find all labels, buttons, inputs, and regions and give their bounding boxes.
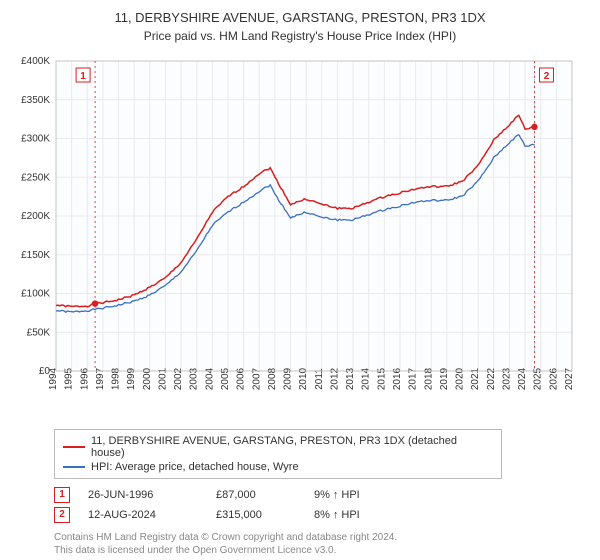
up-arrow-icon: ↑ <box>333 489 339 501</box>
marker-price-2: £315,000 <box>216 509 296 521</box>
marker-hpi-1: 9% ↑ HPI <box>314 489 394 501</box>
chart-area: £0£50K£100K£150K£200K£250K£300K£350K£400… <box>12 51 588 421</box>
legend-label-hpi: HPI: Average price, detached house, Wyre <box>91 461 299 473</box>
up-arrow-icon: ↑ <box>333 509 339 521</box>
legend-box: 11, DERBYSHIRE AVENUE, GARSTANG, PRESTON… <box>54 429 502 479</box>
marker-badge-2: 2 <box>54 507 70 523</box>
marker-hpi-2: 8% ↑ HPI <box>314 509 394 521</box>
legend-item-property: 11, DERBYSHIRE AVENUE, GARSTANG, PRESTON… <box>63 434 493 460</box>
footnote-line-2: This data is licensed under the Open Gov… <box>54 544 588 557</box>
svg-text:2: 2 <box>544 71 550 82</box>
svg-text:£400K: £400K <box>21 56 50 67</box>
marker-badge-1: 1 <box>54 487 70 503</box>
legend-swatch-hpi <box>63 466 85 468</box>
svg-text:£350K: £350K <box>21 95 50 106</box>
svg-text:£250K: £250K <box>21 172 50 183</box>
marker-row-2: 2 12-AUG-2024 £315,000 8% ↑ HPI <box>54 505 588 525</box>
line-chart: £0£50K£100K£150K£200K£250K£300K£350K£400… <box>12 51 588 421</box>
legend-swatch-property <box>63 446 85 448</box>
svg-text:£50K: £50K <box>27 327 51 338</box>
marker-table: 1 26-JUN-1996 £87,000 9% ↑ HPI 2 12-AUG-… <box>54 485 588 525</box>
footnote: Contains HM Land Registry data © Crown c… <box>54 531 588 557</box>
chart-subtitle: Price paid vs. HM Land Registry's House … <box>12 29 588 43</box>
marker-date-1: 26-JUN-1996 <box>88 489 198 501</box>
footnote-line-1: Contains HM Land Registry data © Crown c… <box>54 531 588 544</box>
legend-item-hpi: HPI: Average price, detached house, Wyre <box>63 460 493 474</box>
marker-date-2: 12-AUG-2024 <box>88 509 198 521</box>
svg-text:1: 1 <box>80 71 86 82</box>
legend-label-property: 11, DERBYSHIRE AVENUE, GARSTANG, PRESTON… <box>91 435 493 459</box>
chart-title: 11, DERBYSHIRE AVENUE, GARSTANG, PRESTON… <box>12 10 588 27</box>
svg-text:£300K: £300K <box>21 133 50 144</box>
marker-price-1: £87,000 <box>216 489 296 501</box>
svg-text:£200K: £200K <box>21 211 50 222</box>
marker-row-1: 1 26-JUN-1996 £87,000 9% ↑ HPI <box>54 485 588 505</box>
svg-text:£100K: £100K <box>21 288 50 299</box>
svg-text:£150K: £150K <box>21 250 50 261</box>
